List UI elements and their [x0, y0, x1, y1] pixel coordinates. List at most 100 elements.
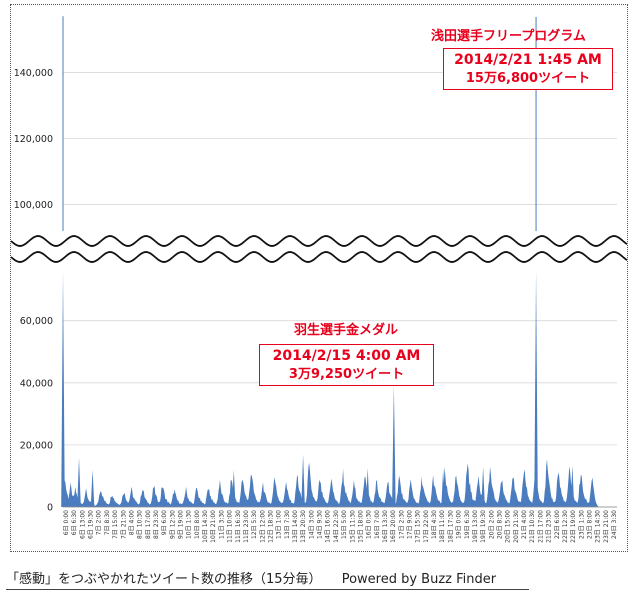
- x-tick-label: 18日 11:00: [439, 510, 446, 543]
- x-tick-label: 22日 12:30: [562, 510, 569, 543]
- x-tick-label: 11日 10:00: [227, 510, 234, 543]
- y-tick-label-upper: 140,000: [14, 68, 53, 79]
- x-tick-label: 6日 13:00: [79, 510, 86, 539]
- x-tick-label: 15日 18:00: [357, 510, 364, 543]
- x-tick-label: 17日 9:00: [407, 510, 414, 539]
- chart-title: 「感動」をつぶやかれたツイート数の推移（15分毎）: [6, 572, 322, 587]
- x-tick-label: 10日 8:00: [194, 510, 201, 539]
- y-tick-label-lower: 20,000: [20, 440, 53, 451]
- x-tick-label: 16日 7:00: [374, 510, 381, 539]
- x-tick-label: 19日 19:30: [480, 510, 487, 543]
- axis-break-fill: [11, 236, 627, 262]
- chart-caption: 「感動」をつぶやかれたツイート数の推移（15分毎） Powered by Buz…: [6, 568, 529, 590]
- x-tick-label: 13日 20:30: [300, 510, 307, 543]
- x-tick-label: 11日 3:30: [218, 510, 225, 539]
- annotation-box-hanyu: 2014/2/15 4:00 AM 3万9,250ツイート: [259, 344, 434, 386]
- x-tick-label: 20日 21:30: [513, 510, 520, 543]
- spike-mark: [232, 469, 236, 507]
- annotation-count-asada: 15万6,800ツイート: [465, 71, 591, 86]
- annotation-title-hanyu: 羽生選手金メダル: [294, 323, 399, 338]
- x-tick-label: 17日 15:30: [415, 510, 422, 543]
- spike-mark: [392, 385, 396, 507]
- x-tick-label: 7日 15:00: [112, 510, 119, 539]
- spike-mark: [481, 466, 485, 507]
- x-tick-label: 10日 21:00: [210, 510, 217, 543]
- x-tick-label: 19日 0:00: [456, 510, 463, 539]
- x-tick-label: 7日 2:00: [96, 510, 103, 535]
- x-tick-label: 8日 17:00: [145, 510, 152, 539]
- x-tick-label: 21日 17:00: [537, 510, 544, 543]
- y-tick-label-upper: 100,000: [14, 200, 53, 211]
- x-tick-label: 12日 5:30: [251, 510, 258, 539]
- x-tick-label: 6日 19:30: [88, 510, 95, 539]
- x-tick-label: 22日 19:00: [570, 510, 577, 543]
- x-tick-label: 20日 15:00: [505, 510, 512, 543]
- annotation-box-asada: 2014/2/21 1:45 AM 15万6,800ツイート: [443, 48, 613, 90]
- x-tick-label: 12日 18:30: [267, 510, 274, 543]
- x-tick-label: 16日 20:00: [390, 510, 397, 543]
- y-tick-label-lower: 60,000: [20, 316, 53, 327]
- spike-mark: [301, 454, 305, 507]
- x-tick-label: 9日 19:00: [178, 510, 185, 539]
- x-tick-label: 8日 4:00: [128, 510, 135, 535]
- x-tick-label: 17日 22:00: [423, 510, 430, 543]
- x-tick-label: 22日 6:00: [554, 510, 561, 539]
- x-tick-label: 23日 21:00: [603, 510, 610, 543]
- x-tick-label: 14日 9:30: [317, 510, 324, 539]
- chart-frame: 100,000 120,000 140,000 0 20,000 40,000 60,000…: [10, 4, 628, 552]
- annotation-date-asada: 2014/2/21 1:45 AM: [454, 52, 602, 68]
- x-tick-label: 9日 6:00: [161, 510, 168, 535]
- x-tick-label: 23日 1:30: [578, 510, 585, 539]
- y-tick-label-lower: 40,000: [20, 378, 53, 389]
- annotation-count-hanyu: 3万9,250ツイート: [288, 367, 405, 382]
- axis-break-wave-top: [11, 235, 627, 247]
- tweet-count-chart: 100,000 120,000 140,000 0 20,000 40,000 60,000…: [11, 16, 627, 543]
- x-tick-label: 20日 8:30: [496, 510, 503, 539]
- x-tick-label: 14日 16:00: [325, 510, 332, 543]
- x-tick-label: 17日 2:30: [398, 510, 405, 539]
- x-tick-label: 15日 11:30: [349, 510, 356, 543]
- x-tick-label: 8日 10:30: [137, 510, 144, 539]
- x-tick-label: 16日 13:30: [382, 510, 389, 543]
- spike-mark: [77, 457, 81, 507]
- y-tick-label-lower: 0: [47, 503, 53, 514]
- x-tick-label: 9日 12:30: [169, 510, 176, 539]
- annotation-date-hanyu: 2014/2/15 4:00 AM: [272, 348, 421, 364]
- spike-mark: [570, 465, 575, 507]
- x-tick-label: 6日 0:00: [63, 510, 70, 535]
- x-tick-label: 8日 23:30: [153, 510, 160, 539]
- x-tick-label: 10日 14:30: [202, 510, 209, 543]
- axis-break-wave-bottom: [11, 251, 627, 263]
- spike-mark: [441, 469, 445, 507]
- x-tick-label: 14日 22:30: [333, 510, 340, 543]
- x-tick-label: 18日 4:30: [431, 510, 438, 539]
- x-tick-label: 7日 8:30: [104, 510, 111, 535]
- x-tick-label: 10日 1:30: [186, 510, 193, 539]
- x-tick-label: 7日 21:30: [120, 510, 127, 539]
- x-tick-label: 12日 12:00: [259, 510, 266, 543]
- y-tick-label-upper: 120,000: [14, 134, 53, 145]
- annotation-title-asada: 浅田選手フリープログラム: [431, 29, 586, 44]
- x-tick-label: 13日 7:30: [284, 510, 291, 539]
- x-tick-label: 18日 17:30: [447, 510, 454, 543]
- x-tick-label: 21日 23:30: [546, 510, 553, 543]
- spike-mark: [365, 468, 370, 507]
- x-tick-label: 23日 8:00: [586, 510, 593, 539]
- x-tick-label: 19日 6:30: [464, 510, 471, 539]
- spike-mark: [534, 271, 538, 507]
- x-tick-label: 24日 3:30: [611, 510, 618, 539]
- tweet-area-series: [63, 459, 617, 507]
- x-tick-label: 16日 0:30: [366, 510, 373, 539]
- spike-mark: [61, 271, 65, 507]
- x-tick-label: 15日 5:00: [341, 510, 348, 539]
- x-tick-label: 19日 13:00: [472, 510, 479, 543]
- x-tick-label: 13日 14:00: [292, 510, 299, 543]
- x-tick-label: 6日 6:30: [71, 510, 78, 535]
- x-tick-label: 20日 2:00: [488, 510, 495, 539]
- x-tick-label: 21日 4:00: [521, 510, 528, 539]
- x-tick-label: 11日 16:30: [235, 510, 242, 543]
- chart-credit: Powered by Buzz Finder: [341, 572, 497, 587]
- x-tick-label: 11日 23:00: [243, 510, 250, 543]
- spike-mark: [90, 469, 95, 507]
- x-tick-label: 23日 14:30: [595, 510, 602, 543]
